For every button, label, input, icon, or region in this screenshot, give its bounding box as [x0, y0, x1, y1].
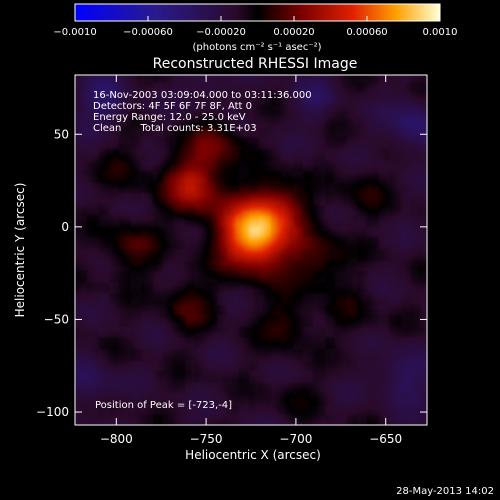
x-axis-label: Heliocentric X (arcsec) [185, 448, 321, 462]
colorbar-tick-label: −0.00020 [196, 27, 246, 38]
colorbar-tick-label: 0.00020 [273, 27, 314, 38]
x-axis-ticks: −800 −750 −700 −650 [100, 75, 402, 446]
y-axis-ticks: −100 −50 0 50 [36, 127, 427, 419]
x-tick-label: −800 [100, 432, 133, 446]
x-tick-label: −700 [279, 432, 312, 446]
colorbar-tick-label: −0.00060 [123, 27, 173, 38]
plot-area: −800 −750 −700 −650 −100 −50 0 50 [36, 74, 428, 446]
colorbar-ticks: −0.0010 −0.00060 −0.00020 0.00020 0.00060 0.0… [53, 16, 458, 38]
annotation-energy-range: Energy Range: 12.0 - 25.0 keV [93, 112, 246, 123]
chart-title: Reconstructed RHESSI Image [153, 56, 358, 72]
colorbar-tick-label: 0.00060 [346, 27, 387, 38]
footer-timestamp: 28-May-2013 14:02 [396, 486, 494, 497]
plot-frame [74, 74, 428, 426]
y-tick-label: 50 [54, 127, 69, 141]
annotation-peak-position: Position of Peak = [-723,-4] [95, 400, 232, 411]
colorbar: −0.0010 −0.00060 −0.00020 0.00020 0.00060 0.0… [53, 3, 458, 53]
colorbar-unit-label: (photons cm⁻² s⁻¹ asec⁻²) [192, 42, 321, 53]
annotation-time-range: 16-Nov-2003 03:09:04.000 to 03:11:36.000 [93, 90, 312, 101]
y-axis-label: Heliocentric Y (arcsec) [13, 183, 27, 318]
colorbar-tick-label: 0.0010 [423, 27, 458, 38]
annotation-detectors: Detectors: 4F 5F 6F 7F 8F, Att 0 [93, 101, 252, 112]
heatmap-image [75, 75, 427, 425]
y-tick-label: −100 [36, 405, 69, 419]
colorbar-tick-label: −0.0010 [53, 27, 96, 38]
annotation-clean-counts: Clean Total counts: 3.31E+03 [93, 123, 257, 134]
y-tick-label: 0 [61, 220, 69, 234]
x-tick-label: −650 [369, 432, 402, 446]
y-tick-label: −50 [44, 312, 69, 326]
colorbar-gradient [74, 3, 441, 22]
x-tick-label: −750 [190, 432, 223, 446]
